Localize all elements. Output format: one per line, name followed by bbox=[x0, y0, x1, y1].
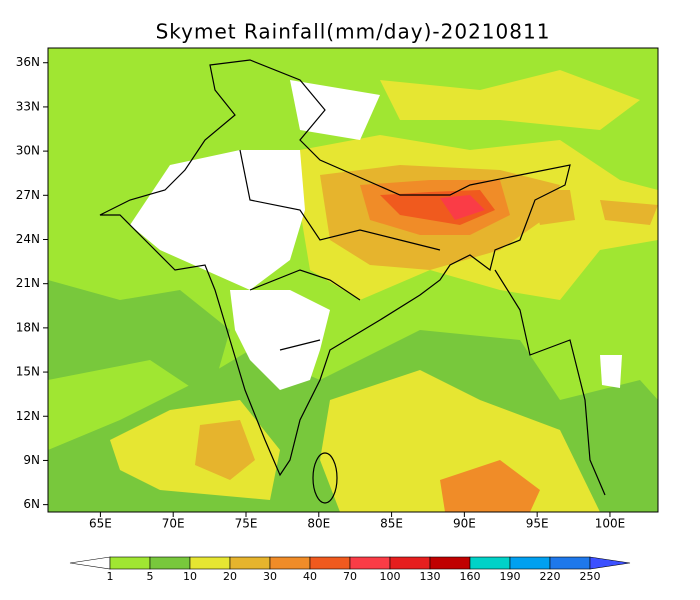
y-tick-label: 30N bbox=[16, 144, 40, 158]
x-tick-label: 95E bbox=[526, 517, 549, 531]
colorbar-label: 100 bbox=[380, 570, 401, 583]
map-title: Skymet Rainfall(mm/day)-20210811 bbox=[156, 20, 551, 44]
colorbar-label: 250 bbox=[580, 570, 601, 583]
x-tick-label: 75E bbox=[235, 517, 258, 531]
colorbar-arrow-high bbox=[589, 556, 631, 570]
colorbar-label: 1 bbox=[107, 570, 114, 583]
colorbar-label: 160 bbox=[460, 570, 481, 583]
colorbar-label: 130 bbox=[420, 570, 441, 583]
y-tick-label: 33N bbox=[16, 99, 40, 113]
colorbar-segment bbox=[389, 556, 431, 570]
colorbar-label: 5 bbox=[147, 570, 154, 583]
y-tick-label: 36N bbox=[16, 55, 40, 69]
colorbar-label: 190 bbox=[500, 570, 521, 583]
colorbar-segment bbox=[309, 556, 351, 570]
rainfall-field bbox=[48, 48, 658, 512]
colorbar-segment bbox=[349, 556, 391, 570]
colorbar-segment bbox=[549, 556, 591, 570]
y-tick-label: 9N bbox=[23, 453, 40, 467]
x-tick-label: 65E bbox=[89, 517, 112, 531]
y-tick-label: 6N bbox=[23, 497, 40, 511]
colorbar-label: 10 bbox=[183, 570, 197, 583]
x-tick-label: 80E bbox=[307, 517, 330, 531]
colorbar-segment bbox=[469, 556, 511, 570]
colorbar-label: 220 bbox=[540, 570, 561, 583]
colorbar-segment bbox=[429, 556, 471, 570]
x-tick-label: 100E bbox=[595, 517, 626, 531]
colorbar-segment bbox=[509, 556, 551, 570]
y-tick-label: 12N bbox=[16, 409, 40, 423]
colorbar-label: 20 bbox=[223, 570, 237, 583]
colorbar-label: 40 bbox=[303, 570, 317, 583]
colorbar-segment bbox=[109, 556, 151, 570]
map-frame bbox=[47, 47, 659, 513]
x-tick-label: 70E bbox=[162, 517, 185, 531]
colorbar-label: 30 bbox=[263, 570, 277, 583]
colorbar-label: 70 bbox=[343, 570, 357, 583]
colorbar-segment bbox=[269, 556, 311, 570]
y-tick-label: 27N bbox=[16, 188, 40, 202]
y-tick-label: 15N bbox=[16, 365, 40, 379]
colorbar-segment bbox=[189, 556, 231, 570]
y-tick-label: 21N bbox=[16, 276, 40, 290]
x-tick-label: 90E bbox=[453, 517, 476, 531]
colorbar-arrow-low bbox=[69, 556, 111, 570]
y-tick-label: 24N bbox=[16, 232, 40, 246]
y-tick-label: 18N bbox=[16, 320, 40, 334]
x-tick-label: 85E bbox=[380, 517, 403, 531]
colorbar-segment bbox=[229, 556, 271, 570]
coastlines-borders bbox=[99, 59, 606, 504]
colorbar-segment bbox=[149, 556, 191, 570]
